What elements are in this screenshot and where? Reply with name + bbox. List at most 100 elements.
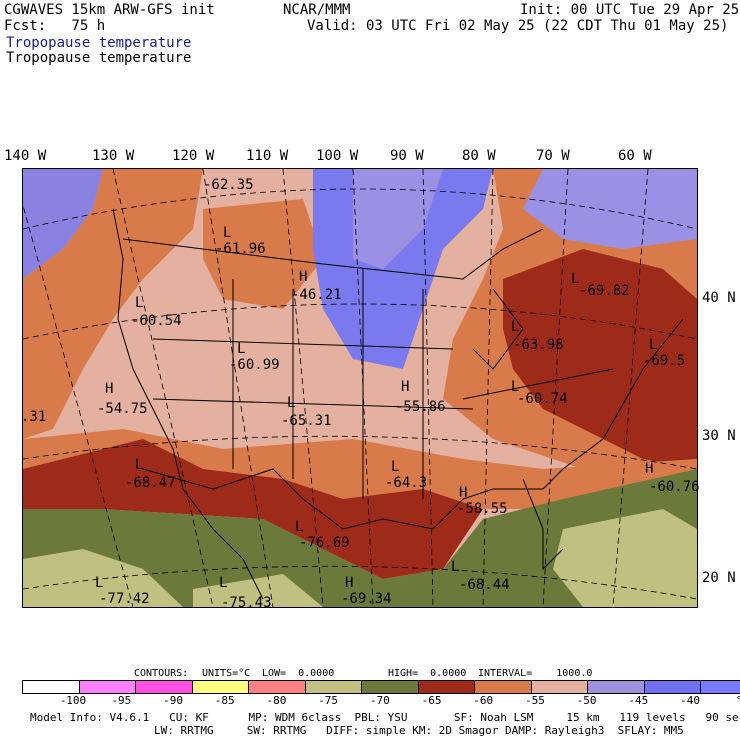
map-low-marker: L xyxy=(223,225,232,241)
lon-label-80w: 80 W xyxy=(462,148,496,164)
map-value-label: -46.21 xyxy=(291,287,342,303)
colorbar-tick-label: -95 xyxy=(111,694,132,707)
colorbar-swatch xyxy=(475,681,532,693)
map-low-marker: L xyxy=(135,295,144,311)
map-high-marker: H xyxy=(299,269,308,285)
field-title-black: Tropopause temperature xyxy=(6,50,192,66)
map-high-marker: H xyxy=(401,379,410,395)
forecast-hour: Fcst: 75 h xyxy=(4,18,106,34)
map-low-marker: L xyxy=(571,271,580,287)
field-title-colored: Tropopause temperature xyxy=(6,35,192,51)
field-region-central-lavender xyxy=(353,169,443,269)
interval-label: INTERVAL= 1000.0 xyxy=(478,668,593,679)
map-value-label: -61.96 xyxy=(215,241,266,257)
colorbar-tick-label: -90 xyxy=(163,694,183,707)
field-region-se-light-olive xyxy=(553,509,697,607)
colorbar-tick-label: °C xyxy=(735,694,740,707)
lon-label-120w: 120 W xyxy=(172,148,215,164)
model-title: CGWAVES 15km ARW-GFS init xyxy=(4,2,215,18)
colorbar-tick-label: -55 xyxy=(525,694,545,707)
lon-label-60w: 60 W xyxy=(618,148,652,164)
field-region-east-dark-red xyxy=(503,249,697,469)
colorbar-tick-label: -50 xyxy=(576,694,597,707)
model-info-line1: Model Info: V4.6.1 CU: KF MP: WDM 6class… xyxy=(30,711,740,724)
colorbar-tick-label: -70 xyxy=(369,694,390,707)
map-value-label: -58.55 xyxy=(457,501,508,517)
field-region-south-dark-red xyxy=(23,439,483,579)
colorbar-tick-label: -75 xyxy=(318,694,339,707)
map-value-label: -55.86 xyxy=(395,399,446,415)
map-value-label: -68.44 xyxy=(459,577,510,593)
colorbar-swatch xyxy=(192,681,249,693)
map-low-marker: L xyxy=(219,575,228,591)
organization: NCAR/MMM xyxy=(283,2,351,18)
lon-label-130w: 130 W xyxy=(92,148,135,164)
map-value-label: -62.35 xyxy=(203,177,254,193)
lon-label-90w: 90 W xyxy=(390,148,424,164)
map-value-label: -75.43 xyxy=(221,595,272,611)
colorbar-swatch xyxy=(362,681,419,693)
map-value-label: .31 xyxy=(21,409,47,425)
map-value-label: -60.99 xyxy=(229,357,280,373)
lon-label-70w: 70 W xyxy=(536,148,570,164)
map-value-label: -69.5 xyxy=(643,353,686,369)
map-value-label: -54.75 xyxy=(97,401,148,417)
lon-label-140w: 140 W xyxy=(4,148,47,164)
high-label: HIGH= 0.0000 xyxy=(388,668,467,679)
colorbar-swatch xyxy=(531,681,588,693)
low-label: LOW= 0.0000 xyxy=(262,668,335,679)
colorbar xyxy=(22,680,740,694)
field-region-sw-light-olive xyxy=(23,549,183,607)
colorbar-swatch xyxy=(305,681,362,693)
map-high-marker: H xyxy=(645,461,654,477)
field-region-south-olive xyxy=(23,469,697,607)
field-region-west-orange xyxy=(23,169,203,439)
map-low-marker: L xyxy=(95,575,104,591)
map-value-label: -60.76 xyxy=(649,479,700,495)
colorbar-swatch xyxy=(418,681,475,693)
map-low-marker: L xyxy=(391,459,400,475)
map-value-label: -69.82 xyxy=(579,283,630,299)
lon-label-100w: 100 W xyxy=(316,148,359,164)
map-low-marker: L xyxy=(237,341,246,357)
map-low-marker: L xyxy=(511,319,520,335)
map-high-marker: H xyxy=(345,575,354,591)
colorbar-swatch xyxy=(588,681,645,693)
colorbar-swatch xyxy=(136,681,193,693)
map-canvas xyxy=(23,169,697,607)
map-high-marker: H xyxy=(459,485,468,501)
lon-label-110w: 110 W xyxy=(246,148,289,164)
map-value-label: -64.3 xyxy=(385,475,428,491)
map-high-marker: H xyxy=(105,381,114,397)
field-region-nw-cold xyxy=(23,169,103,279)
graticule xyxy=(23,169,697,607)
colorbar-tick-label: -80 xyxy=(266,694,287,707)
colorbar-tick-label: -100 xyxy=(59,694,87,707)
colorbar-swatch xyxy=(23,681,80,693)
map-low-marker: L xyxy=(451,559,460,575)
colorbar-tick-label: -45 xyxy=(628,694,649,707)
colorbar-swatch xyxy=(644,681,701,693)
map-value-label: -63.98 xyxy=(513,337,564,353)
colorbar-swatch xyxy=(701,681,740,693)
map-value-label: -60.74 xyxy=(517,391,568,407)
map-value-label: -76.69 xyxy=(299,535,350,551)
colorbar-tick-label: -40 xyxy=(680,694,700,707)
map-value-label: -60.54 xyxy=(131,313,182,329)
contours-label: CONTOURS: xyxy=(134,668,189,679)
colorbar-tick-label: -60 xyxy=(473,694,494,707)
model-info-line2: LW: RRTMG SW: RRTMG DIFF: simple KM: 2D … xyxy=(154,724,684,737)
map-value-label: -68.47 xyxy=(125,475,176,491)
boundaries xyxy=(112,208,684,600)
valid-time: Valid: 03 UTC Fri 02 May 25 (22 CDT Thu … xyxy=(307,18,729,34)
map-low-marker: L xyxy=(287,395,296,411)
lat-label-20n: 20 N xyxy=(702,570,736,586)
map-low-marker: L xyxy=(135,457,144,473)
map-value-label: -65.31 xyxy=(281,413,332,429)
colorbar-tick-label: -65 xyxy=(421,694,442,707)
field-region-south-light-olive xyxy=(193,574,323,607)
map-value-label: -69.34 xyxy=(341,591,392,607)
map-value-label: -77.42 xyxy=(99,591,150,607)
colorbar-swatch xyxy=(249,681,306,693)
lat-label-30n: 30 N xyxy=(702,428,736,444)
